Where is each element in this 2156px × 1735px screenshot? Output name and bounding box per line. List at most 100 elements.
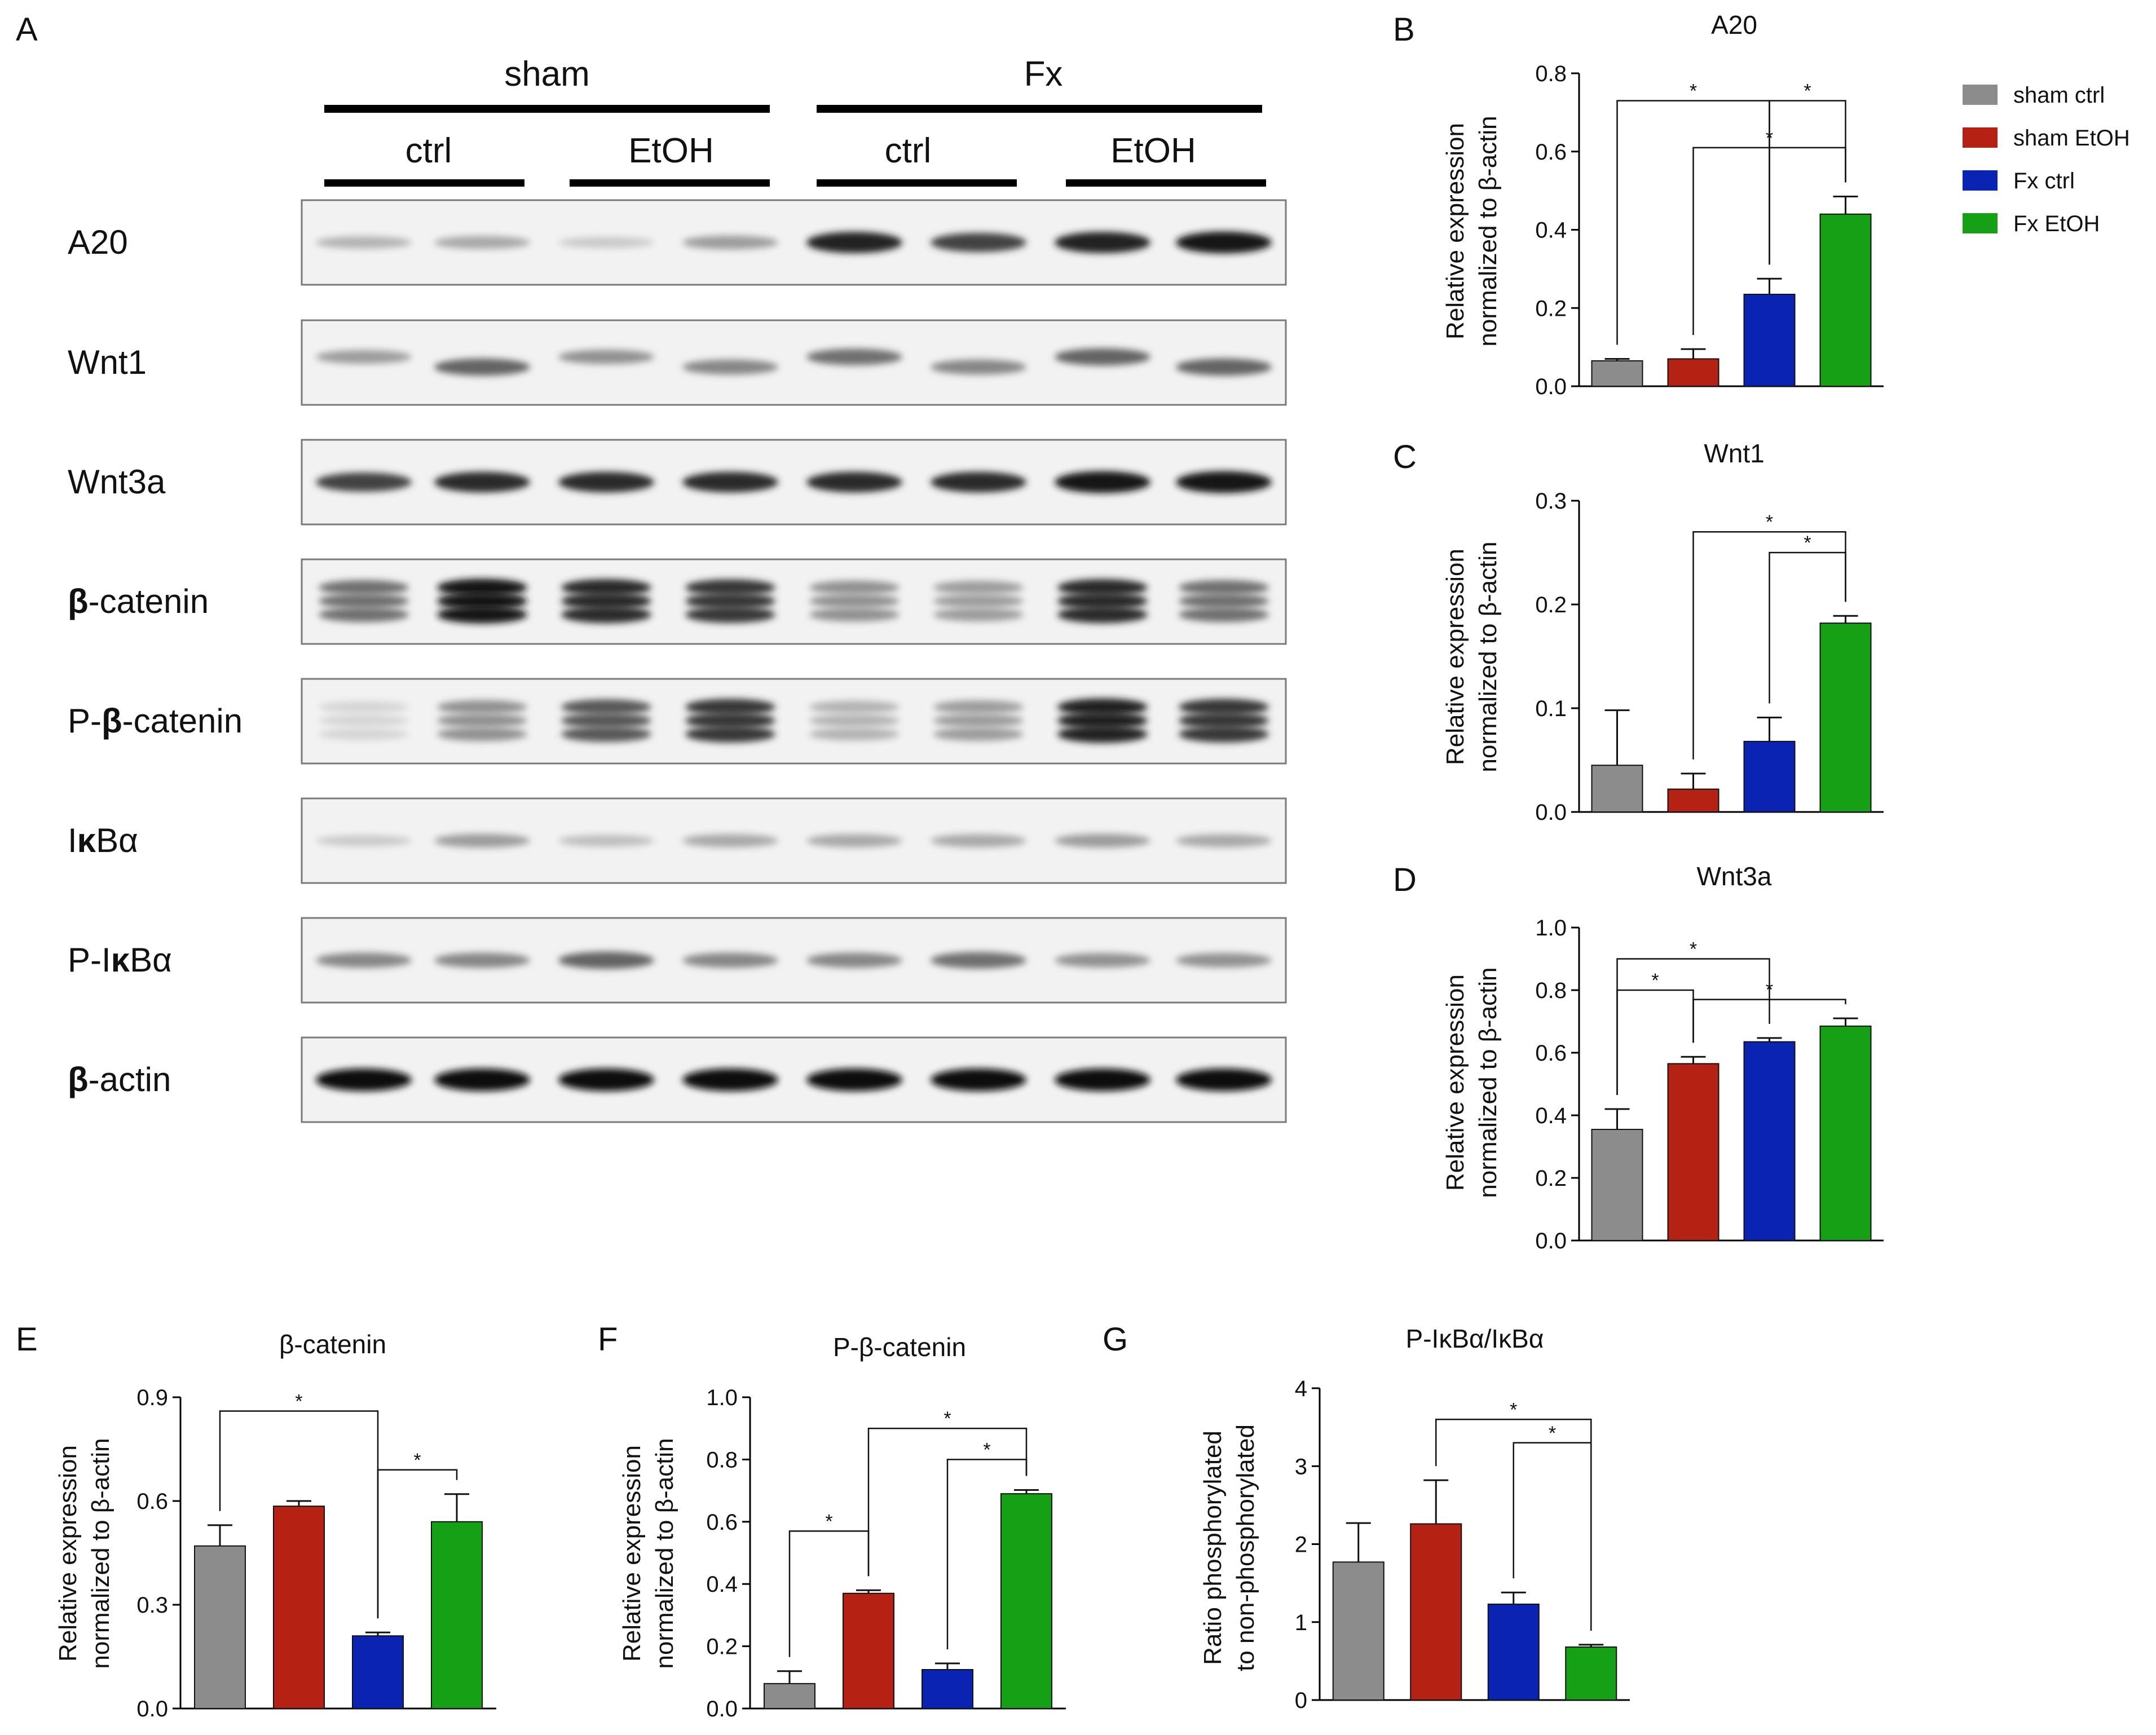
y-tick-label: 0.0 [1535, 1229, 1567, 1253]
chart-title: β-catenin [279, 1330, 386, 1359]
significance-bracket [1692, 147, 1846, 335]
panel-letter-a: A [16, 11, 38, 48]
chart-title: Wnt1 [1704, 439, 1764, 468]
blot-band [1176, 358, 1272, 376]
y-tick-label: 0.4 [1535, 218, 1567, 243]
blot-band [319, 580, 409, 595]
blot-band [1176, 471, 1272, 493]
blot-band [316, 952, 412, 968]
y-tick-label: 0.0 [136, 1697, 168, 1721]
subgroup-bar-3 [817, 179, 1017, 187]
blot-band [1055, 1069, 1150, 1091]
blot-band [806, 471, 902, 493]
significance-label: * [413, 1450, 421, 1471]
y-axis-label: Relative expression normalized to β-actin [54, 1438, 114, 1668]
y-tick-label: 0.6 [1535, 140, 1567, 165]
y-tick-label: 0.0 [706, 1697, 738, 1721]
significance-bracket [1769, 551, 1846, 704]
bar-1 [1591, 360, 1643, 387]
y-tick-label: 0.3 [136, 1593, 168, 1618]
bar-3 [352, 1635, 404, 1709]
chart-title: P-β-catenin [833, 1332, 966, 1362]
blot-band [1179, 699, 1269, 716]
subgroup-bar-1 [324, 179, 524, 187]
blot-band [809, 607, 900, 622]
blot-band [933, 594, 1024, 608]
blot-band [931, 834, 1026, 847]
legend-label: sham EtOH [2013, 126, 2130, 151]
blot-band [558, 1069, 654, 1091]
significance-label: * [1549, 1423, 1556, 1444]
blot-band [1057, 725, 1148, 743]
blot-band [434, 952, 530, 968]
blot-band [806, 232, 902, 253]
bar-3 [1743, 740, 1796, 813]
bar-2 [1410, 1523, 1462, 1701]
y-tick-label: 0.4 [1535, 1103, 1567, 1128]
blot-band [1176, 231, 1272, 254]
significance-label: * [825, 1511, 832, 1532]
blot-band [437, 713, 527, 728]
significance-bracket [867, 1427, 1028, 1577]
chart-title: Wnt3a [1697, 862, 1772, 891]
y-tick-label: 0.0 [1535, 800, 1567, 825]
blot-band [319, 728, 409, 740]
blot-band [437, 592, 527, 610]
subgroup-bar-2 [570, 179, 770, 187]
bar-2 [1667, 358, 1719, 387]
y-tick-label: 2 [1295, 1533, 1307, 1557]
blot-band [1057, 592, 1148, 610]
blot-band [319, 701, 409, 713]
blot-band [316, 835, 412, 846]
y-tick-label: 0 [1295, 1688, 1307, 1713]
chart-d: D Wnt3a Relative expression normalized to β… [1393, 862, 1884, 1253]
blot-row-label: Wnt3a [68, 463, 166, 501]
legend: sham ctrl sham EtOH Fx ctrl Fx EtOH [1963, 83, 2130, 236]
blot-band [437, 727, 527, 741]
y-tick-label: 0.6 [706, 1510, 738, 1535]
significance-label: * [1651, 970, 1659, 991]
y-tick-label: 0.2 [1535, 593, 1567, 617]
western-blot-panel: A sham Fx ctrl EtOH ctrl EtOH A20 Wnt1 Wnt… [16, 11, 1287, 1123]
blot-band [809, 594, 900, 608]
blot-band [809, 580, 900, 595]
panel-letter: G [1103, 1321, 1128, 1358]
blot-row-label: β-actin [68, 1061, 171, 1098]
y-axis-label: Relative expression normalized to β-actin [1441, 116, 1502, 346]
bar-1 [1591, 765, 1643, 813]
blot-band [558, 350, 654, 364]
bar-2 [1667, 1063, 1719, 1242]
bar-1 [1332, 1561, 1385, 1701]
blot-band [933, 607, 1024, 622]
bar-1 [194, 1545, 246, 1710]
blot-band [685, 726, 775, 743]
blot-band [561, 592, 651, 610]
bar-3 [922, 1669, 973, 1709]
significance-label: * [983, 1439, 990, 1460]
blot-band [437, 700, 527, 714]
panel-letter: E [16, 1321, 38, 1358]
y-tick-label: 0.8 [706, 1447, 738, 1472]
y-tick-label: 0.3 [1535, 489, 1567, 514]
blot-band [931, 471, 1026, 493]
significance-bracket [377, 1469, 458, 1619]
panel-letter: F [598, 1321, 618, 1358]
significance-label: * [1804, 81, 1811, 102]
blot-band [931, 233, 1026, 252]
blot-band [1055, 953, 1150, 968]
bar-2 [273, 1506, 325, 1709]
significance-label: * [1804, 532, 1811, 554]
blot-band [558, 471, 654, 493]
blot-band [809, 727, 900, 741]
y-tick-label: 0.8 [1535, 978, 1567, 1003]
blot-band [558, 835, 654, 847]
blot-row-label: A20 [68, 223, 128, 261]
blot-band [319, 714, 409, 727]
blot-band [561, 726, 651, 742]
blot-band [809, 700, 900, 714]
blot-band [682, 1069, 778, 1091]
chart-title: A20 [1711, 10, 1757, 39]
